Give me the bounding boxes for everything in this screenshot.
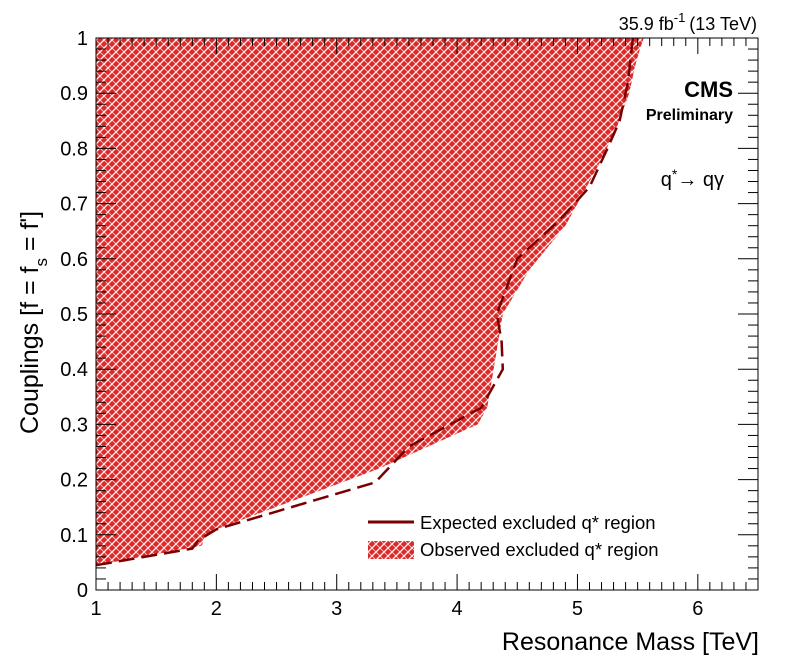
y-axis-title-sub: s <box>32 258 51 267</box>
process-arrow: → qγ <box>677 169 724 191</box>
y-axis-title-post: = f'] <box>16 211 44 258</box>
y-tick-label: 0.8 <box>60 138 88 160</box>
legend-observed-swatch <box>368 541 414 559</box>
lumi-energy: (13 TeV) <box>689 14 757 34</box>
y-tick-label: 0.9 <box>60 83 88 105</box>
cms-label: CMS <box>684 77 733 102</box>
lumi-value: 35.9 fb <box>619 14 674 34</box>
y-tick-label: 0.6 <box>60 249 88 271</box>
y-tick-label: 0.1 <box>60 525 88 547</box>
preliminary-label: Preliminary <box>646 107 733 124</box>
y-tick-label: 1 <box>77 28 88 50</box>
x-tick-label: 4 <box>452 598 463 620</box>
x-tick-label: 2 <box>211 598 222 620</box>
y-axis-title: Couplings [f = fs = f'] <box>16 211 51 434</box>
y-axis-ticks: 0 0.1 0.2 0.3 0.4 0.5 0.6 0.7 0.8 0.9 1 <box>60 28 758 602</box>
x-tick-label: 3 <box>331 598 342 620</box>
legend: Expected excluded q* region Observed exc… <box>368 512 659 560</box>
y-tick-label: 0.5 <box>60 304 88 326</box>
x-axis-title: Resonance Mass [TeV] <box>502 628 759 656</box>
y-tick-label: 0 <box>77 580 88 602</box>
x-axis-ticks: 1 2 3 4 5 6 <box>90 38 759 620</box>
process-base: q <box>661 169 672 191</box>
y-tick-label: 0.2 <box>60 470 88 492</box>
lumi-label: 35.9 fb-1 (13 TeV) <box>619 10 757 34</box>
y-tick-label: 0.4 <box>60 359 88 381</box>
legend-expected-label: Expected excluded q* region <box>420 512 656 533</box>
expected-exclusion-line <box>95 37 635 567</box>
lumi-exponent: -1 <box>674 10 686 25</box>
series-layer <box>95 37 644 590</box>
y-tick-label: 0.3 <box>60 414 88 436</box>
y-tick-label: 0.7 <box>60 194 88 216</box>
x-tick-label: 6 <box>692 598 703 620</box>
legend-observed-label: Observed excluded q* region <box>420 539 659 560</box>
observed-exclusion-area <box>96 38 644 590</box>
y-axis-title-pre: Couplings [f = f <box>16 266 44 434</box>
process-star: * <box>672 166 678 182</box>
x-tick-label: 1 <box>90 598 101 620</box>
process-label: q*→ qγ <box>661 166 724 191</box>
x-tick-label: 5 <box>572 598 583 620</box>
